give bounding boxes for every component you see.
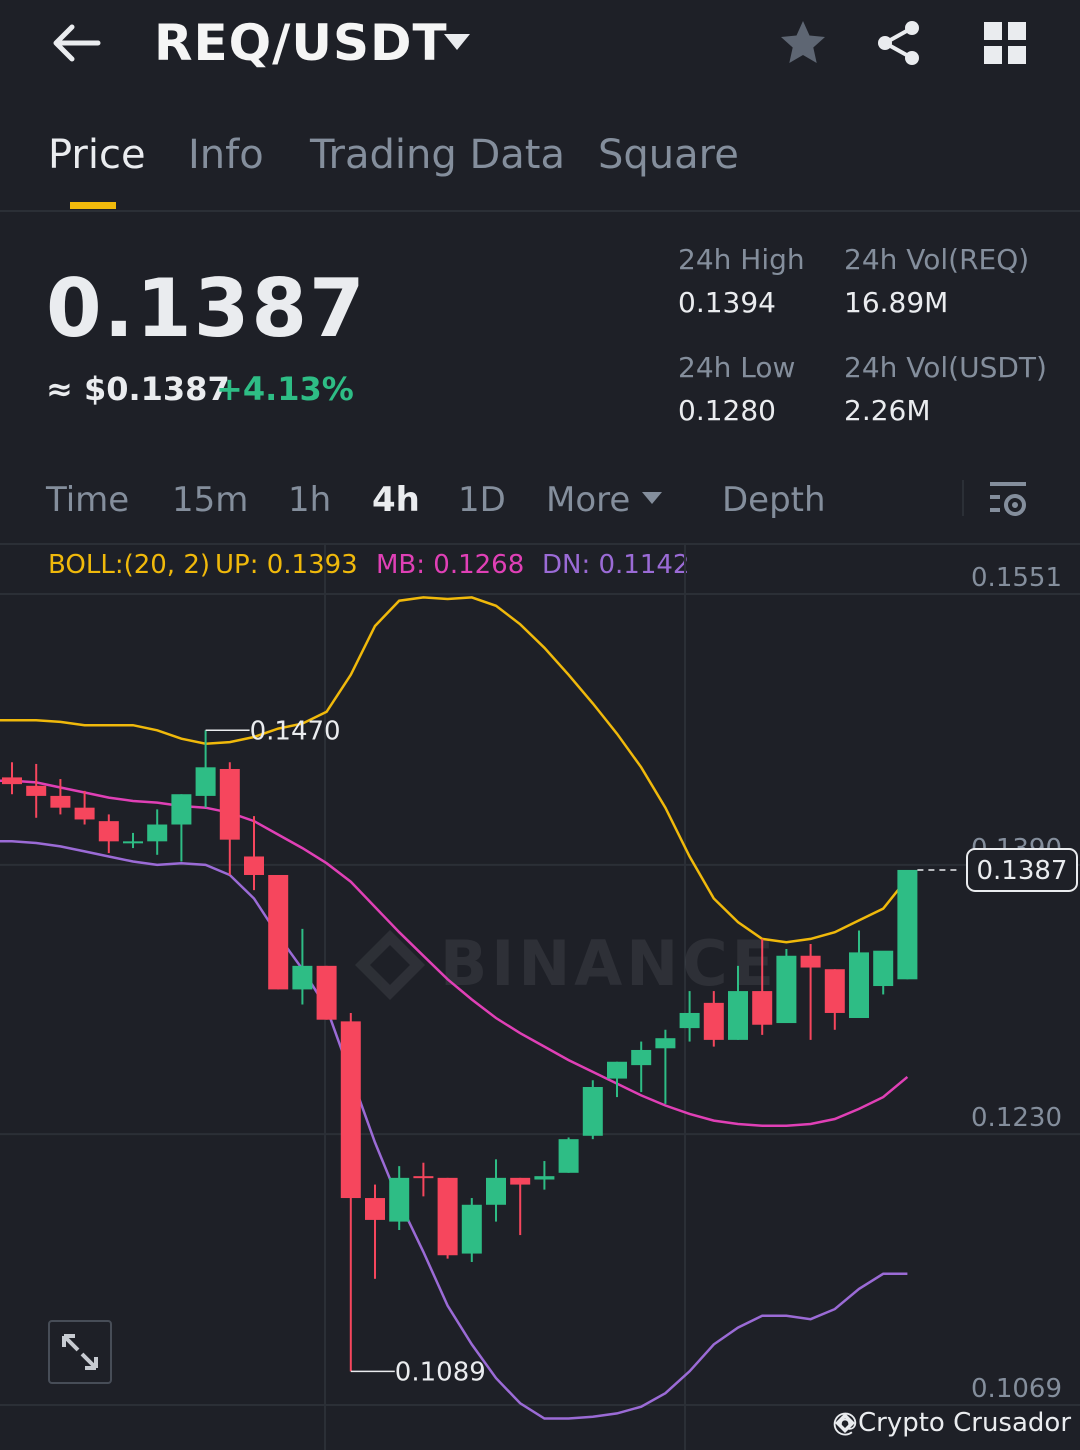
candle-down [316, 965, 337, 1020]
candle-down [74, 807, 95, 820]
star-icon[interactable] [778, 18, 828, 68]
candle-up [171, 794, 192, 825]
candle-up [558, 1139, 579, 1173]
candle-down [437, 1177, 458, 1256]
candle-down [365, 1198, 385, 1220]
arrow-left-icon [53, 24, 101, 62]
interval-1d[interactable]: 1D [458, 480, 506, 520]
candle-down [98, 821, 119, 842]
candle-up [873, 950, 894, 987]
y-tick-label: 0.1551 [971, 563, 1062, 593]
grid-icon[interactable] [982, 20, 1028, 66]
expand-button[interactable] [48, 1320, 112, 1384]
candle-up [631, 1049, 652, 1066]
tab-square[interactable]: Square [598, 132, 739, 178]
interval-time[interactable]: Time [46, 480, 130, 520]
boll-dn-value: DN: 0.1142 [542, 550, 690, 580]
stat-high-value: 0.1394 [678, 286, 776, 319]
candle-down [824, 969, 845, 1013]
candle-up [461, 1204, 482, 1254]
boll-upper-line [0, 596, 909, 944]
y-tick-label: 0.1069 [971, 1374, 1062, 1404]
tab-info[interactable]: Info [188, 132, 264, 178]
tab-trading-data[interactable]: Trading Data [310, 132, 565, 178]
divider [0, 543, 1080, 545]
candle-up [123, 841, 143, 844]
y-tick-label: 0.1230 [971, 1103, 1062, 1133]
divider [962, 480, 964, 516]
candle-down [2, 777, 22, 785]
candle-up [679, 1012, 700, 1029]
candle-up [292, 965, 313, 990]
binance-watermark: BINANCE [355, 927, 778, 1000]
candle-down [340, 1021, 361, 1199]
svg-text:BINANCE: BINANCE [440, 927, 778, 1000]
stat-high-label: 24h High [678, 243, 805, 276]
share-icon[interactable] [874, 18, 924, 68]
candle-up [776, 955, 797, 1024]
interval-1h[interactable]: 1h [288, 480, 332, 520]
caret-down-icon[interactable] [442, 30, 472, 54]
interval-15m[interactable]: 15m [172, 480, 249, 520]
boll-up-value: UP: 0.1393 [215, 550, 358, 580]
candle-up [195, 767, 216, 796]
expand-icon [62, 1334, 98, 1370]
stat-vol-quote-label: 24h Vol(USDT) [844, 351, 1047, 384]
candle-up [728, 991, 748, 1040]
stat-vol-quote-value: 2.26M [844, 394, 931, 427]
binance-logo-icon [835, 1413, 855, 1433]
interval-depth[interactable]: Depth [722, 480, 826, 520]
candle-down [50, 795, 71, 808]
interval-more[interactable]: More [546, 480, 631, 520]
boll-name: BOLL:(20, 2) [48, 550, 211, 580]
boll-middle-line [0, 779, 909, 1127]
candlestick-chart[interactable]: 0.15510.13900.12300.1069BINANCE0.14700.1… [0, 545, 1080, 1450]
tab-price[interactable]: Price [48, 132, 146, 178]
interval-4h[interactable]: 4h [372, 480, 420, 520]
back-button[interactable] [48, 18, 104, 68]
boll-lower-line [0, 840, 908, 1420]
candle-up [582, 1086, 603, 1136]
candle-down [800, 955, 821, 968]
candle-up [607, 1061, 627, 1079]
candle-down [413, 1176, 434, 1179]
candle-up [147, 824, 168, 842]
credit-text: @Crypto Crusador [832, 1408, 1072, 1438]
caret-down-icon[interactable] [640, 490, 664, 506]
candle-down [26, 785, 47, 796]
price-marker-label: 0.1470 [250, 716, 341, 746]
stat-vol-base-value: 16.89M [844, 286, 949, 319]
candle-down [510, 1177, 531, 1185]
candle-up [534, 1176, 555, 1180]
boll-mb-value: MB: 0.1268 [376, 550, 525, 580]
price-usd: ≈ $0.1387 [46, 370, 230, 408]
candle-up [389, 1177, 410, 1222]
tabs-divider [0, 210, 1080, 212]
candle-down [752, 991, 773, 1025]
candle-down [703, 1002, 724, 1040]
candle-down [268, 874, 289, 990]
candle-up [486, 1177, 506, 1205]
chart-settings-icon[interactable] [988, 478, 1028, 520]
candle-down [219, 768, 240, 840]
last-price: 0.1387 [46, 262, 367, 355]
current-price-label: 0.1387 [977, 856, 1068, 886]
stat-low-label: 24h Low [678, 351, 796, 384]
pair-title[interactable]: REQ/USDT [154, 14, 448, 72]
candle-up [849, 952, 869, 1019]
current-price-box [966, 847, 1078, 892]
candle-up [655, 1038, 676, 1049]
stat-vol-base-label: 24h Vol(REQ) [844, 243, 1030, 276]
stat-low-value: 0.1280 [678, 394, 776, 427]
candle-up [897, 869, 918, 980]
price-marker-label: 0.1089 [395, 1357, 486, 1387]
active-tab-indicator [70, 202, 116, 209]
candle-down [244, 856, 264, 875]
price-change: +4.13% [216, 370, 354, 408]
